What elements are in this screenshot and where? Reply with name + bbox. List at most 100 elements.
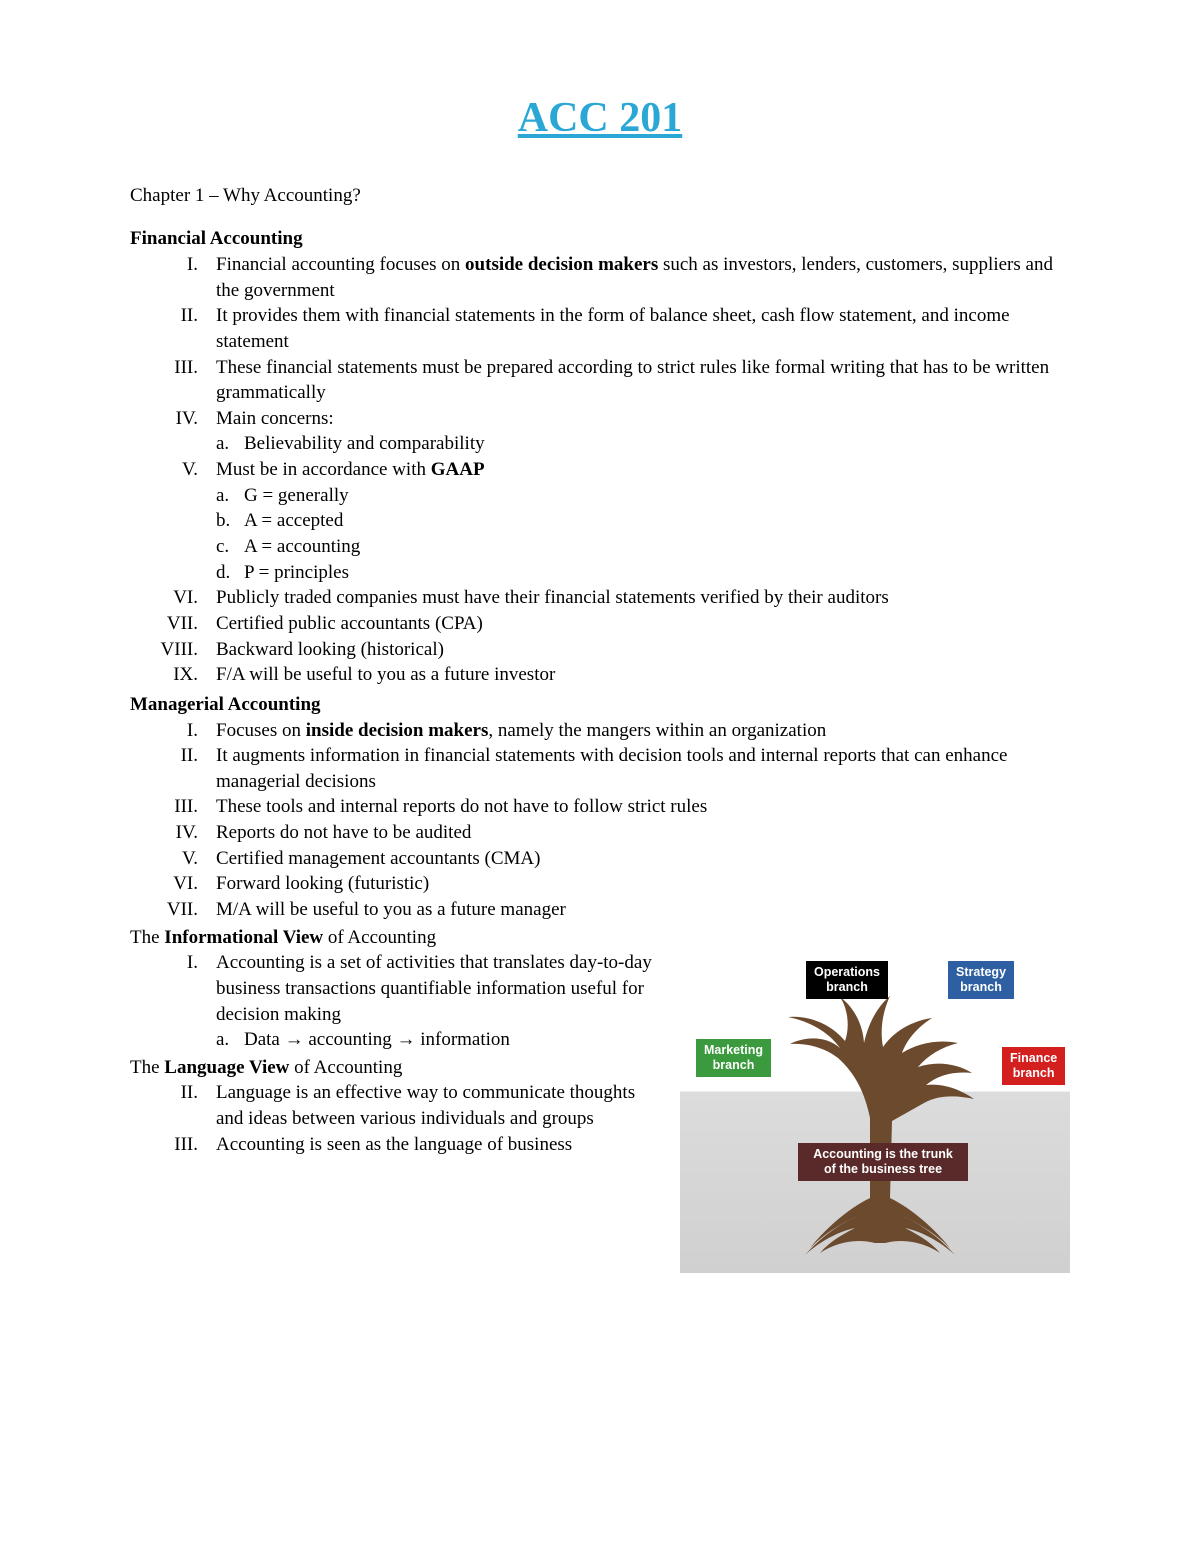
lead-bold: Informational View <box>164 927 323 948</box>
roman-numeral: II. <box>130 743 216 794</box>
sub-list-item: a.G = generally <box>130 483 1070 509</box>
roman-numeral: II. <box>130 303 216 354</box>
roman-numeral: IX. <box>130 662 216 688</box>
section-lead: The Informational View of Accounting <box>130 925 660 951</box>
roman-numeral: V. <box>130 846 216 872</box>
item-body: These tools and internal reports do not … <box>216 794 1070 820</box>
diagram-label: Financebranch <box>1002 1047 1065 1085</box>
chapter-subtitle: Chapter 1 – Why Accounting? <box>130 183 1070 209</box>
list-item: IX.F/A will be useful to you as a future… <box>130 662 1070 688</box>
alpha-num: a. <box>216 431 244 457</box>
alpha-text: Data → accounting → information <box>244 1027 510 1053</box>
item-text-pre: Focuses on <box>216 720 306 741</box>
alpha-num: a. <box>216 1027 244 1053</box>
roman-numeral: VI. <box>130 585 216 611</box>
alpha-text: G = generally <box>244 483 349 509</box>
roman-numeral: V. <box>130 457 216 483</box>
item-body: Financial accounting focuses on outside … <box>216 252 1070 303</box>
sub-list-item: a.Data → accounting → information <box>130 1027 660 1053</box>
tree-shape <box>788 996 974 1255</box>
item-body: F/A will be useful to you as a future in… <box>216 662 1070 688</box>
alpha-num: a. <box>216 483 244 509</box>
roman-numeral: II. <box>130 1080 216 1131</box>
two-column-region: The Informational View of AccountingI.Ac… <box>130 923 1070 1273</box>
list-item: I.Accounting is a set of activities that… <box>130 950 660 1027</box>
roman-numeral: I. <box>130 718 216 744</box>
roman-numeral: IV. <box>130 820 216 846</box>
business-tree-diagram: Operationsbranch Strategybranch Marketingb… <box>680 943 1070 1273</box>
alpha-num: c. <box>216 534 244 560</box>
lead-pre: The <box>130 927 164 948</box>
item-body: Focuses on inside decision makers, namel… <box>216 718 1070 744</box>
roman-numeral: VII. <box>130 611 216 637</box>
section-heading: Managerial Accounting <box>130 692 1070 718</box>
list-item: V.Certified management accountants (CMA) <box>130 846 1070 872</box>
diagram-label: Marketingbranch <box>696 1039 771 1077</box>
list-item: III.These financial statements must be p… <box>130 355 1070 406</box>
item-body: Language is an effective way to communic… <box>216 1080 660 1131</box>
alpha-row: a.Data → accounting → information <box>216 1027 660 1053</box>
item-body: Forward looking (futuristic) <box>216 871 1070 897</box>
lead-post: of Accounting <box>323 927 436 948</box>
page-title: ACC 201 <box>130 90 1070 147</box>
item-text-pre: Must be in accordance with <box>216 459 431 480</box>
diagram-label: Operationsbranch <box>806 961 888 999</box>
left-column: The Informational View of AccountingI.Ac… <box>130 923 660 1158</box>
item-body: Must be in accordance with GAAP <box>216 457 1070 483</box>
item-body: M/A will be useful to you as a future ma… <box>216 897 1070 923</box>
item-body: Accounting is seen as the language of bu… <box>216 1132 660 1158</box>
alpha-text: Believability and comparability <box>244 431 485 457</box>
item-text-pre: Financial accounting focuses on <box>216 254 465 275</box>
list-item: V.Must be in accordance with GAAP <box>130 457 1070 483</box>
item-body: It provides them with financial statemen… <box>216 303 1070 354</box>
roman-numeral: I. <box>130 252 216 303</box>
item-body: Main concerns: <box>216 406 1070 432</box>
roman-numeral: IV. <box>130 406 216 432</box>
diagram-label: Accounting is the trunk of the business … <box>798 1143 968 1181</box>
item-body: Certified management accountants (CMA) <box>216 846 1070 872</box>
item-text-post: , namely the mangers within an organizat… <box>488 720 826 741</box>
list-item: VII.Certified public accountants (CPA) <box>130 611 1070 637</box>
item-body: It augments information in financial sta… <box>216 743 1070 794</box>
top-sections: Financial AccountingI.Financial accounti… <box>130 226 1070 922</box>
item-body: These financial statements must be prepa… <box>216 355 1070 406</box>
item-body: Certified public accountants (CPA) <box>216 611 1070 637</box>
list-item: I.Focuses on inside decision makers, nam… <box>130 718 1070 744</box>
roman-numeral: I. <box>130 950 216 1027</box>
list-item: IV.Reports do not have to be audited <box>130 820 1070 846</box>
lead-post: of Accounting <box>289 1057 402 1078</box>
alpha-row: a.Believability and comparability <box>216 431 1070 457</box>
list-item: II.It provides them with financial state… <box>130 303 1070 354</box>
alpha-row: a.G = generally <box>216 483 1070 509</box>
list-item: III.Accounting is seen as the language o… <box>130 1132 660 1158</box>
right-column: Operationsbranch Strategybranch Marketingb… <box>680 923 1070 1273</box>
item-text-bold: outside decision makers <box>465 254 658 275</box>
alpha-text: A = accounting <box>244 534 360 560</box>
item-text-bold: inside decision makers <box>306 720 489 741</box>
alpha-row: c.A = accounting <box>216 534 1070 560</box>
alpha-num: d. <box>216 560 244 586</box>
alpha-row: b.A = accepted <box>216 508 1070 534</box>
diagram-label: Strategybranch <box>948 961 1014 999</box>
sub-list-item: d.P = principles <box>130 560 1070 586</box>
list-item: IV.Main concerns: <box>130 406 1070 432</box>
roman-numeral: VI. <box>130 871 216 897</box>
item-body: Backward looking (historical) <box>216 637 1070 663</box>
item-body: Publicly traded companies must have thei… <box>216 585 1070 611</box>
alpha-row: d.P = principles <box>216 560 1070 586</box>
list-item: VIII.Backward looking (historical) <box>130 637 1070 663</box>
item-body: Accounting is a set of activities that t… <box>216 950 660 1027</box>
roman-numeral: III. <box>130 1132 216 1158</box>
list-item: VI.Publicly traded companies must have t… <box>130 585 1070 611</box>
section-heading: Financial Accounting <box>130 226 1070 252</box>
list-item: VII.M/A will be useful to you as a futur… <box>130 897 1070 923</box>
roman-numeral: VIII. <box>130 637 216 663</box>
list-item: II.It augments information in financial … <box>130 743 1070 794</box>
list-item: III.These tools and internal reports do … <box>130 794 1070 820</box>
section-lead: The Language View of Accounting <box>130 1055 660 1081</box>
item-body: Reports do not have to be audited <box>216 820 1070 846</box>
list-item: VI.Forward looking (futuristic) <box>130 871 1070 897</box>
alpha-text: P = principles <box>244 560 349 586</box>
roman-numeral: III. <box>130 355 216 406</box>
alpha-text: A = accepted <box>244 508 343 534</box>
